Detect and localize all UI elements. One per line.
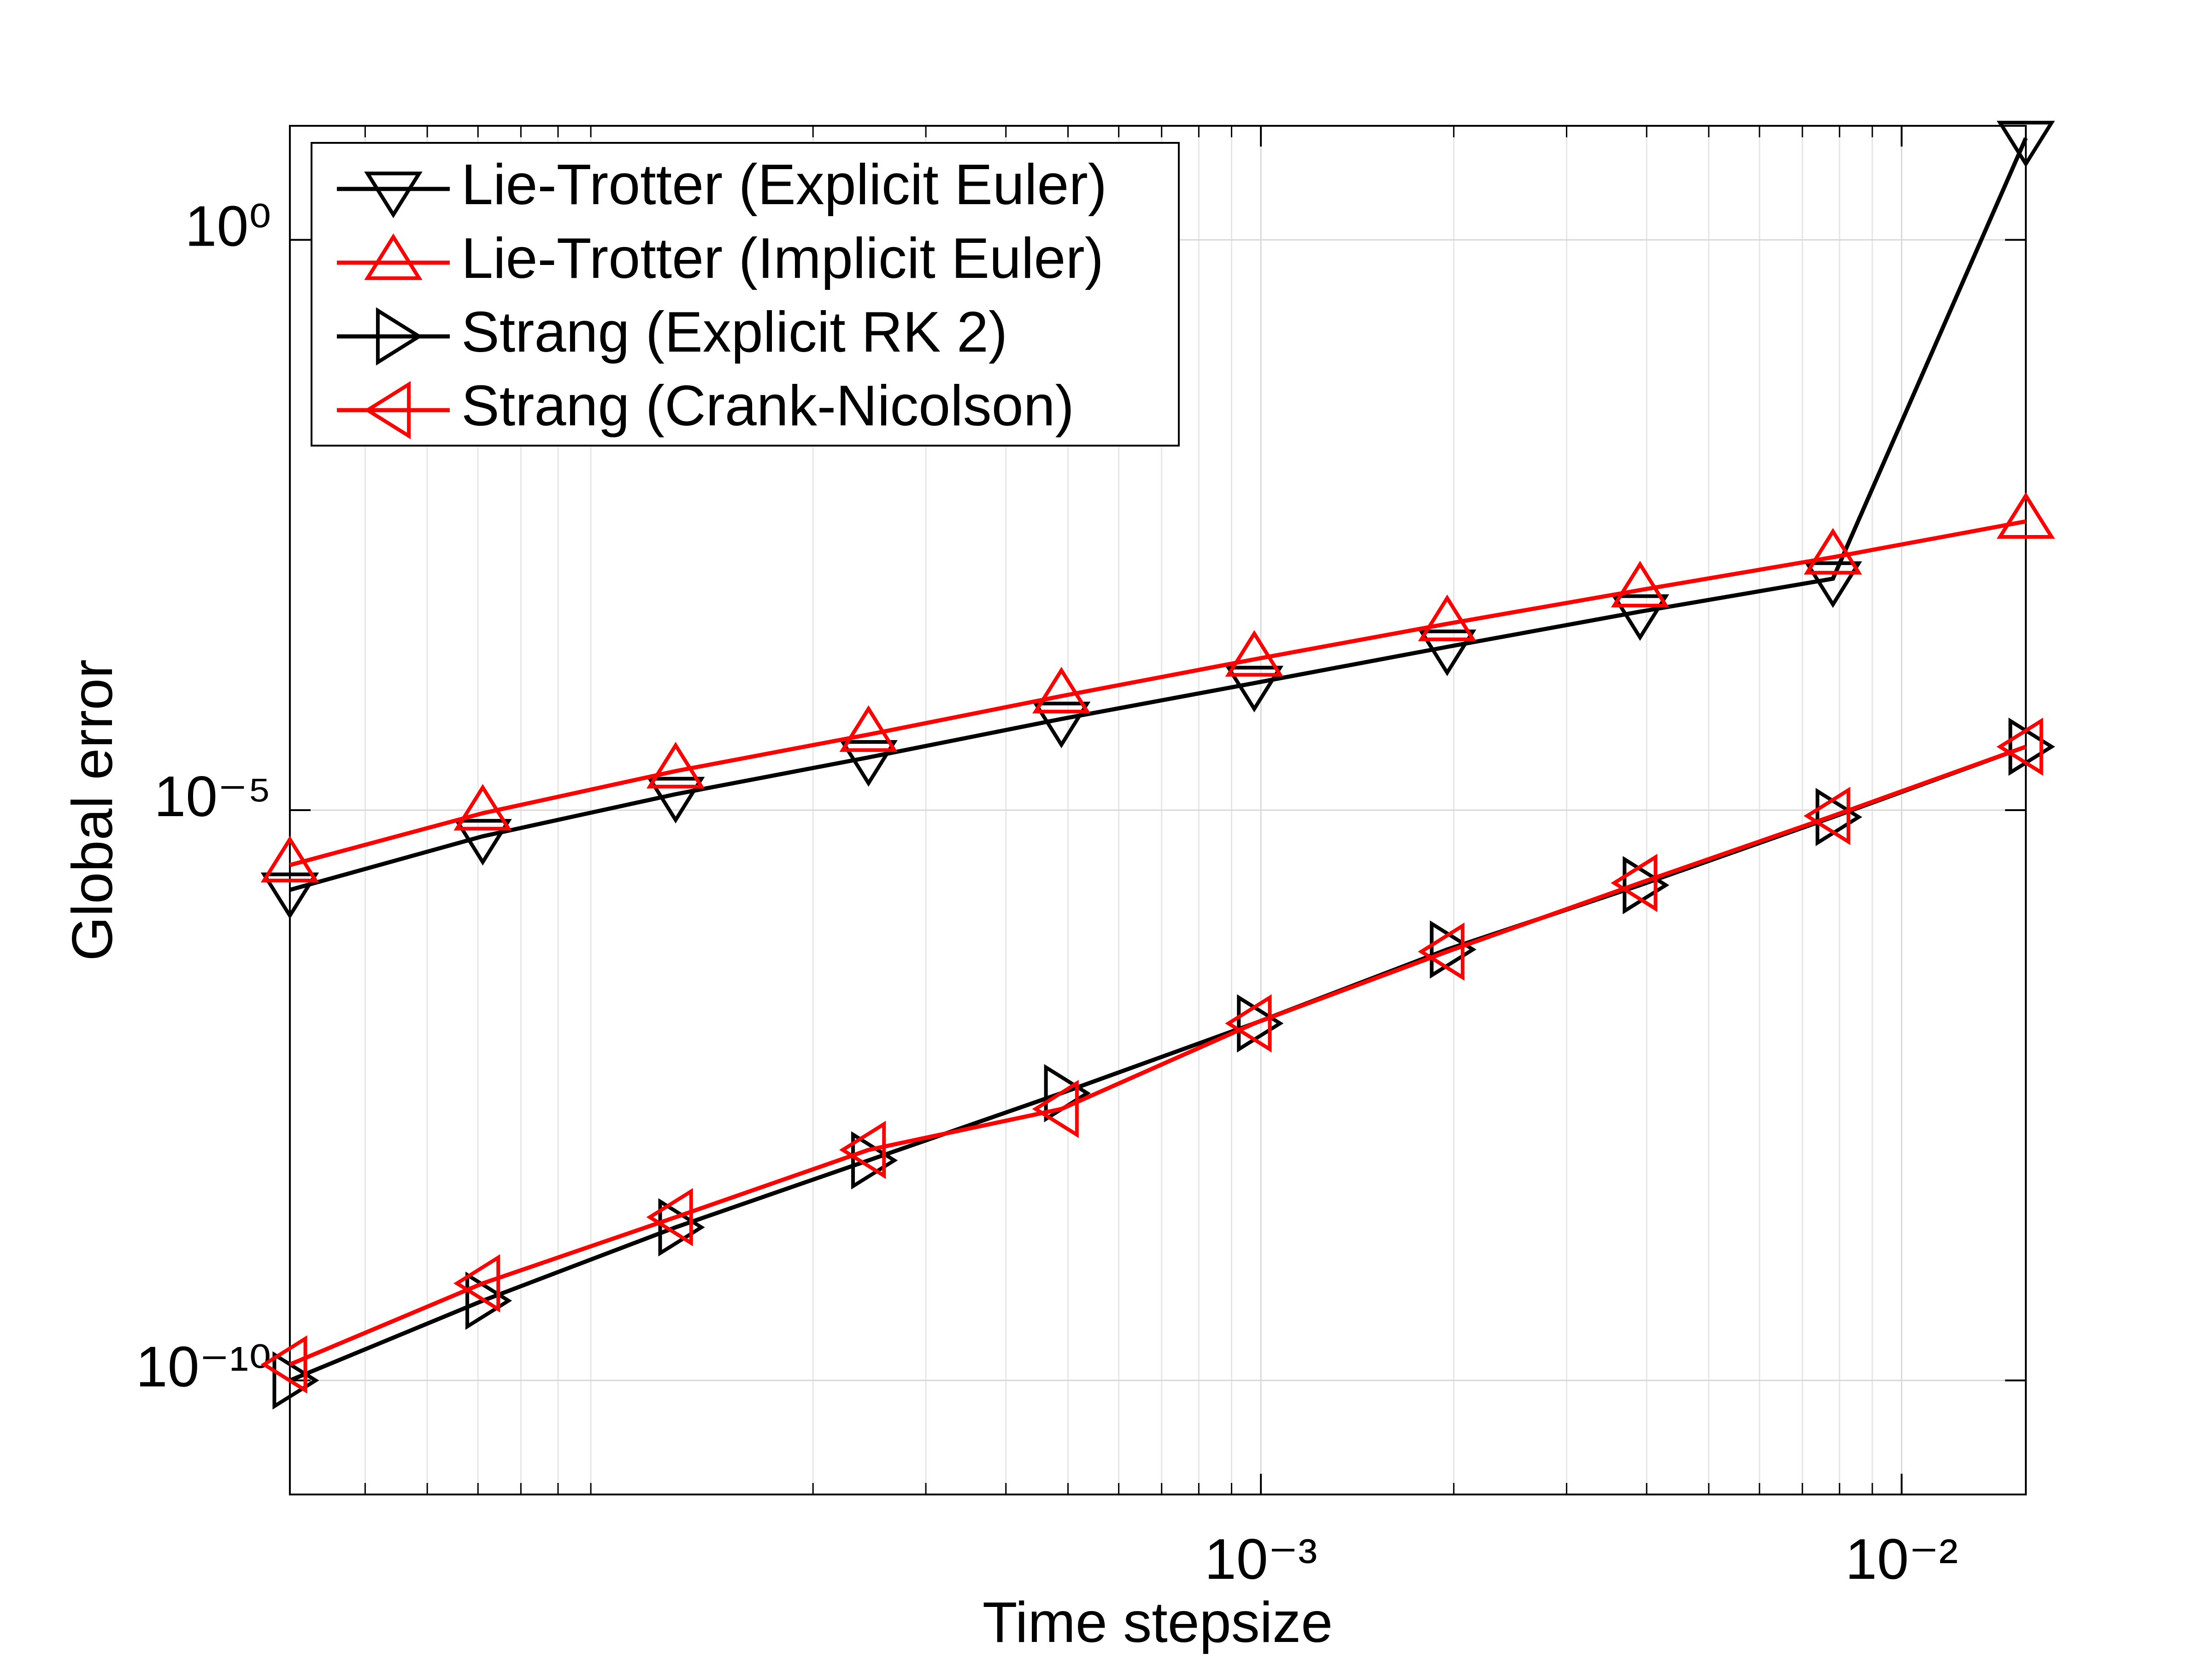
marker (1225, 630, 1283, 677)
legend-marker (364, 381, 411, 440)
series-line (289, 519, 2026, 867)
marker (1418, 594, 1477, 641)
marker (646, 741, 705, 788)
marker (1418, 629, 1477, 677)
legend-marker (364, 233, 423, 280)
marker (453, 1254, 500, 1313)
marker (260, 872, 319, 919)
marker (260, 835, 319, 882)
marker (1225, 994, 1272, 1053)
y-tick-label: 10⁻⁵ (154, 765, 271, 829)
marker (839, 705, 898, 752)
legend-marker (364, 171, 423, 218)
marker (1611, 560, 1670, 608)
marker (1611, 853, 1658, 912)
series-line (289, 137, 2028, 892)
marker (453, 784, 512, 831)
y-tick-label: 10⁰ (185, 194, 271, 258)
marker (1611, 594, 1670, 641)
legend-box (311, 142, 1180, 447)
marker (1418, 922, 1465, 981)
series-line (289, 745, 2027, 1367)
legend-label: Strang (Crank-Nicolson) (461, 374, 1074, 438)
marker (272, 1351, 319, 1410)
marker (1804, 561, 1862, 608)
y-tick-label: 10⁻¹⁰ (136, 1335, 271, 1399)
marker (1032, 1080, 1079, 1138)
marker (1996, 492, 2055, 539)
legend-label: Lie-Trotter (Implicit Euler) (461, 227, 1104, 290)
marker (1815, 788, 1862, 847)
legend-label: Lie-Trotter (Explicit Euler) (461, 153, 1107, 217)
marker (465, 1271, 512, 1330)
legend-label: Strang (Explicit RK 2) (461, 300, 1007, 364)
marker (1996, 718, 2043, 776)
marker (646, 777, 705, 824)
marker (646, 1188, 693, 1247)
marker (1430, 920, 1477, 979)
x-axis-label: Time stepsize (982, 1591, 1333, 1654)
marker (1225, 665, 1283, 712)
plot-frame (289, 125, 2027, 1495)
marker (839, 1121, 886, 1179)
x-tick-label: 10⁻³ (1205, 1528, 1318, 1591)
marker (453, 819, 512, 866)
marker (260, 1335, 307, 1394)
marker (1996, 121, 2055, 168)
legend-marker (376, 307, 423, 366)
marker (1804, 528, 1862, 575)
marker (839, 740, 898, 787)
marker (1032, 666, 1091, 714)
marker (1237, 994, 1284, 1053)
y-axis-label: Global error (61, 659, 124, 961)
marker (2008, 718, 2055, 776)
x-tick-label: 10⁻² (1845, 1528, 1958, 1591)
marker (1803, 787, 1851, 845)
marker (1623, 856, 1670, 914)
marker (1032, 701, 1091, 748)
